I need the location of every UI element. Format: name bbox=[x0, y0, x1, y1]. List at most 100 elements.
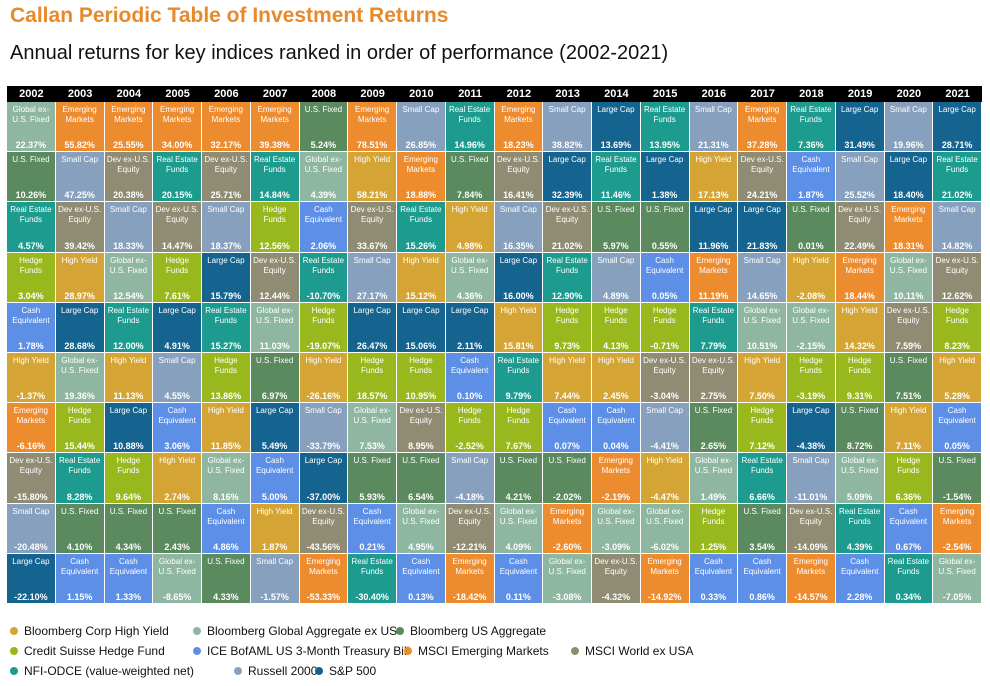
return-value: 47.25% bbox=[64, 190, 95, 201]
return-value: 1.87% bbox=[261, 541, 288, 552]
return-value: 4.10% bbox=[66, 541, 93, 552]
return-value: 31.49% bbox=[844, 140, 875, 151]
return-value: 2.43% bbox=[164, 541, 190, 552]
return-cell: Dev ex-U.S. Equity -4.32% bbox=[592, 553, 641, 604]
return-value: 2.65% bbox=[700, 441, 727, 452]
return-cell: Cash Equivalent 0.05% bbox=[933, 403, 982, 454]
legend-label: NFI-ODCE (value-weighted net) bbox=[24, 664, 195, 678]
return-cell: Small Cap 27.17% bbox=[348, 252, 397, 303]
asset-label: Dev ex-U.S. Equity bbox=[350, 205, 394, 225]
return-cell: U.S. Fixed -1.54% bbox=[933, 453, 982, 504]
asset-label: Hedge Funds bbox=[506, 406, 531, 426]
asset-label: Dev ex-U.S. Equity bbox=[496, 155, 540, 175]
return-value: 6.36% bbox=[895, 491, 922, 502]
return-cell: Cash Equivalent 1.33% bbox=[104, 553, 154, 604]
return-cell: Global ex-U.S. Fixed -8.65% bbox=[153, 553, 202, 604]
return-value: 7.11% bbox=[895, 441, 921, 452]
return-cell: Large Cap -22.10% bbox=[7, 553, 56, 604]
asset-label: Hedge Funds bbox=[214, 356, 238, 375]
asset-label: Small Cap bbox=[889, 105, 927, 114]
return-cell: Global ex-U.S. Fixed 4.95% bbox=[397, 503, 446, 554]
return-cell: High Yield 15.12% bbox=[397, 252, 446, 303]
asset-label: Small Cap bbox=[12, 506, 50, 516]
return-value: -2.52% bbox=[455, 441, 484, 452]
asset-label: Real Estate Funds bbox=[546, 255, 588, 275]
return-value: 14.82% bbox=[941, 240, 973, 251]
return-value: -10.70% bbox=[306, 290, 341, 301]
asset-label: U.S. Fixed bbox=[353, 456, 391, 466]
legend-swatch-icon bbox=[10, 627, 18, 635]
return-value: 14.84% bbox=[259, 190, 290, 201]
return-cell: Global ex-U.S. Fixed 1.49% bbox=[689, 453, 739, 504]
return-cell: Emerging Markets 18.88% bbox=[397, 152, 446, 203]
legend-label: Bloomberg US Aggregate bbox=[410, 624, 547, 638]
asset-label: Dev ex-U.S. Equity bbox=[594, 556, 638, 576]
return-value: 3.06% bbox=[164, 441, 190, 452]
return-cell: Global ex-U.S. Fixed 22.37% bbox=[7, 102, 56, 153]
return-cell: Emerging Markets 39.38% bbox=[250, 102, 300, 153]
return-cell: Cash Equivalent 0.07% bbox=[543, 403, 592, 454]
return-cell: U.S. Fixed -2.02% bbox=[543, 453, 592, 504]
return-cell: U.S. Fixed 0.55% bbox=[640, 202, 690, 253]
year-header: 2020 bbox=[884, 86, 934, 102]
asset-label: Dev ex-U.S. Equity bbox=[204, 155, 248, 175]
asset-label: Small Cap bbox=[597, 255, 635, 265]
return-value: 22.49% bbox=[844, 240, 875, 251]
return-cell: Dev ex-U.S. Equity 7.59% bbox=[884, 302, 934, 353]
return-value: 26.85% bbox=[405, 140, 437, 151]
asset-label: Cash Equivalent bbox=[548, 406, 586, 426]
return-value: 1.25% bbox=[700, 541, 727, 552]
return-cell: Real Estate Funds 8.28% bbox=[55, 453, 105, 504]
return-value: 9.73% bbox=[554, 340, 580, 351]
return-value: 19.96% bbox=[893, 140, 924, 151]
asset-label: Real Estate Funds bbox=[253, 155, 296, 175]
return-cell: Emerging Markets 18.31% bbox=[884, 202, 934, 253]
return-cell: Dev ex-U.S. Equity 16.41% bbox=[494, 152, 544, 203]
asset-label: Global ex-U.S. Fixed bbox=[402, 506, 440, 526]
asset-label: Global ex-U.S. Fixed bbox=[12, 105, 50, 124]
asset-label: Small Cap bbox=[841, 155, 879, 165]
legend-swatch-icon bbox=[404, 647, 412, 655]
legend-label: Bloomberg Corp High Yield bbox=[24, 624, 169, 638]
return-value: 18.57% bbox=[356, 391, 388, 402]
return-cell: U.S. Fixed 6.97% bbox=[250, 353, 300, 404]
asset-label: Small Cap bbox=[158, 356, 196, 365]
asset-label: Global ex-U.S. Fixed bbox=[694, 456, 733, 476]
return-cell: Emerging Markets -18.42% bbox=[445, 553, 495, 604]
return-value: 21.02% bbox=[941, 190, 973, 201]
asset-label: High Yield bbox=[451, 205, 488, 215]
year-header: 2012 bbox=[494, 86, 544, 102]
return-cell: Cash Equivalent 1.87% bbox=[787, 152, 836, 203]
asset-label: Hedge Funds bbox=[555, 305, 579, 325]
return-cell: Large Cap 16.00% bbox=[494, 252, 544, 303]
asset-label: Large Cap bbox=[840, 105, 879, 114]
return-cell: High Yield 11.85% bbox=[202, 403, 251, 454]
asset-label: Large Cap bbox=[889, 155, 928, 165]
return-cell: Real Estate Funds 7.36% bbox=[787, 102, 836, 153]
return-cell: Emerging Markets -2.54% bbox=[933, 503, 982, 554]
return-value: 18.23% bbox=[503, 140, 534, 151]
asset-label: High Yield bbox=[841, 305, 878, 315]
return-cell: Cash Equivalent 4.86% bbox=[202, 503, 251, 554]
return-value: -12.21% bbox=[452, 541, 487, 552]
return-value: 19.36% bbox=[64, 391, 95, 402]
year-header: 2009 bbox=[348, 86, 397, 102]
asset-label: High Yield bbox=[159, 456, 196, 466]
return-cell: Emerging Markets -14.57% bbox=[787, 553, 836, 604]
return-value: 10.26% bbox=[15, 190, 47, 201]
return-value: 8.95% bbox=[408, 441, 434, 452]
return-value: -14.57% bbox=[794, 591, 828, 602]
asset-label: Real Estate Funds bbox=[400, 205, 442, 225]
return-value: 10.88% bbox=[113, 441, 144, 452]
return-value: 16.41% bbox=[503, 190, 534, 201]
return-value: 14.32% bbox=[844, 340, 875, 351]
year-header: 2003 bbox=[55, 86, 105, 102]
asset-label: Hedge Funds bbox=[409, 356, 433, 375]
return-cell: Real Estate Funds 14.96% bbox=[445, 102, 495, 153]
return-value: -4.38% bbox=[796, 441, 826, 452]
return-cell: Cash Equivalent 2.28% bbox=[835, 553, 885, 604]
return-value: 0.04% bbox=[603, 441, 629, 452]
return-value: 4.36% bbox=[456, 290, 483, 301]
return-value: 33.67% bbox=[356, 240, 388, 251]
asset-label: Large Cap bbox=[597, 105, 635, 114]
